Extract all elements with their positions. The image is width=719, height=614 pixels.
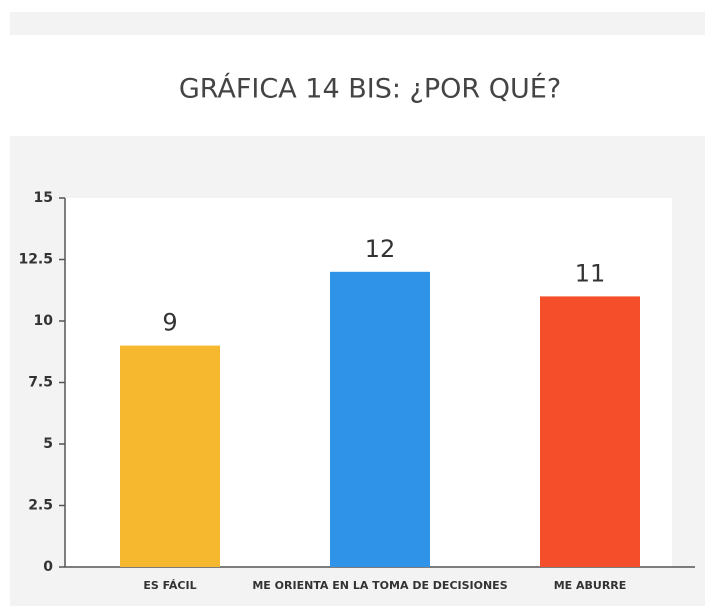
bar	[540, 296, 640, 567]
bar	[330, 271, 430, 567]
top-band	[10, 12, 705, 35]
y-tick-label: 15	[34, 190, 53, 206]
y-tick-label: 12.5	[18, 252, 53, 268]
value-label: 12	[365, 235, 396, 263]
y-tick-label: 2.5	[28, 498, 53, 514]
y-tick-label: 7.5	[28, 375, 53, 391]
x-tick-label: ME ORIENTA EN LA TOMA DE DECISIONES	[252, 579, 507, 592]
x-tick-label: ES FÁCIL	[143, 579, 196, 592]
y-tick-label: 0	[43, 559, 53, 575]
value-label: 11	[575, 259, 606, 287]
chart-title: GRÁFICA 14 BIS: ¿POR QUÉ?	[179, 73, 561, 105]
y-tick-label: 5	[43, 436, 53, 452]
x-tick-label: ME ABURRE	[554, 579, 627, 592]
bar	[120, 345, 220, 567]
y-tick-label: 10	[34, 313, 54, 329]
value-label: 9	[162, 309, 177, 337]
